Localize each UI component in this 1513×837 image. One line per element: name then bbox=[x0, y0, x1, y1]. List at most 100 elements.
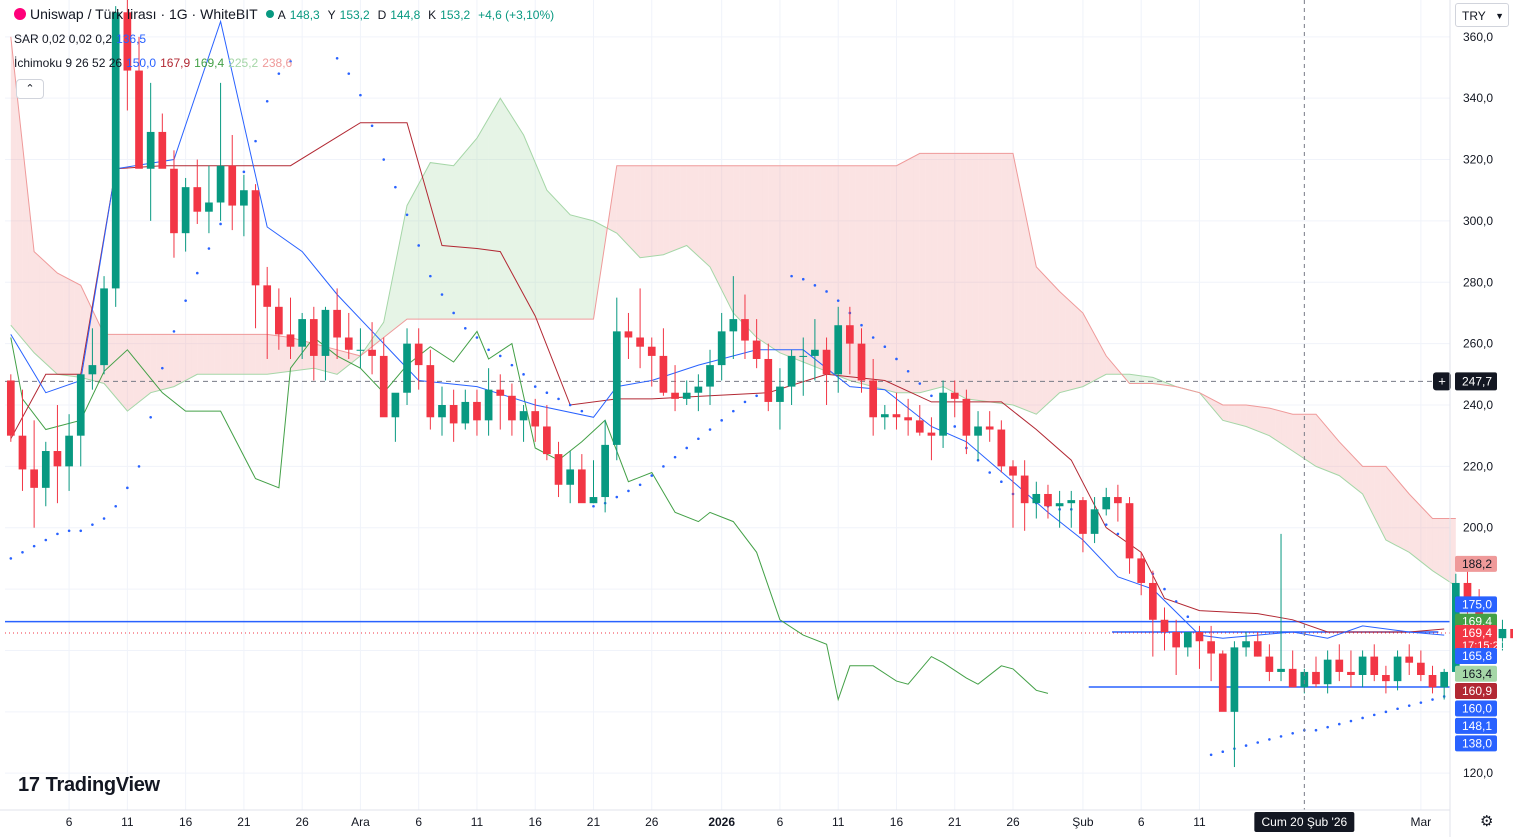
candle-body bbox=[1044, 493, 1052, 507]
cloud-segment bbox=[844, 165, 850, 381]
cloud-segment bbox=[179, 334, 186, 384]
cloud-segment bbox=[972, 153, 979, 401]
collapse-legend-button[interactable]: ⌃ bbox=[16, 79, 44, 99]
price-badge bbox=[1455, 624, 1497, 653]
time-tick-label: 26 bbox=[645, 815, 659, 829]
candle-body bbox=[904, 417, 912, 421]
cloud-segment bbox=[144, 334, 151, 398]
candle-body bbox=[857, 343, 866, 381]
crosshair-add-button bbox=[1433, 372, 1451, 391]
cloud-segment bbox=[506, 107, 512, 320]
cloud-segment bbox=[855, 165, 862, 384]
symbol-title[interactable]: Uniswap / Türk lirası · 1G · WhiteBIT bbox=[30, 6, 258, 22]
candle-body bbox=[1102, 497, 1111, 510]
price-tick-label: 340,0 bbox=[1463, 91, 1493, 105]
price-badge-label: 175,0 bbox=[1462, 597, 1492, 611]
sar-dot bbox=[697, 437, 700, 441]
cloud-segment bbox=[401, 205, 408, 324]
cloud-segment bbox=[255, 334, 262, 375]
cloud-segment bbox=[208, 334, 215, 375]
candle-body bbox=[1323, 659, 1332, 685]
sar-dot bbox=[755, 394, 758, 398]
candle-body bbox=[717, 331, 726, 366]
sar-dot bbox=[114, 504, 118, 508]
sar-dot bbox=[568, 403, 572, 407]
cloud-segment bbox=[1112, 362, 1118, 375]
candle-body bbox=[309, 319, 318, 356]
cloud-segment bbox=[651, 165, 658, 257]
candle-body bbox=[100, 288, 108, 366]
candle-body bbox=[286, 334, 295, 347]
candle-body bbox=[636, 337, 644, 347]
cloud-segment bbox=[63, 276, 70, 376]
cloud-segment bbox=[1426, 512, 1433, 571]
cloud-segment bbox=[838, 165, 845, 379]
cloud-segment bbox=[576, 216, 582, 320]
candlesticks bbox=[6, 0, 1513, 768]
price-badge-label: 148,1 bbox=[1462, 719, 1492, 733]
candle-body bbox=[473, 401, 481, 421]
sar-dot bbox=[988, 471, 991, 474]
gear-icon[interactable]: ⚙ bbox=[1480, 813, 1494, 830]
cloud-segment bbox=[1007, 153, 1014, 405]
candle-body bbox=[170, 168, 178, 234]
tradingview-mark-icon: 17 bbox=[18, 774, 40, 796]
sar-dot bbox=[79, 529, 83, 533]
candle-body bbox=[543, 426, 551, 455]
sar-dot bbox=[1431, 698, 1434, 701]
time-tick-label: 6 bbox=[66, 815, 73, 829]
candle-body bbox=[379, 355, 388, 418]
candle-body bbox=[1114, 497, 1122, 504]
cloud-segment bbox=[1240, 405, 1247, 427]
cloud-segment bbox=[1269, 408, 1276, 440]
cloud-segment bbox=[1036, 266, 1043, 415]
time-tick-label: Mar bbox=[1411, 815, 1432, 829]
currency-select[interactable]: TRY ▼ bbox=[1455, 3, 1509, 27]
cloud-segment bbox=[191, 334, 198, 378]
candle-body bbox=[158, 131, 167, 169]
sar-dot bbox=[1163, 587, 1166, 591]
sar-dot bbox=[149, 415, 152, 419]
sar-dot bbox=[1372, 713, 1376, 717]
sar-legend[interactable]: SAR 0,02 0,02 0,2 136,5 bbox=[14, 31, 150, 47]
cloud-segment bbox=[610, 165, 617, 234]
cloud-segment bbox=[739, 165, 745, 326]
cloud-segment bbox=[1024, 210, 1031, 412]
sar-dot bbox=[394, 185, 397, 189]
cloud-segment bbox=[925, 153, 932, 392]
cloud-segment bbox=[203, 334, 209, 375]
candle-body bbox=[1312, 671, 1320, 685]
price-badge-label: 169,4 bbox=[1462, 626, 1492, 640]
time-tick-label: 6 bbox=[1138, 815, 1145, 829]
tradingview-logo[interactable]: 17 TradingView bbox=[18, 774, 160, 797]
chevron-up-icon: ⌃ bbox=[25, 83, 35, 95]
cloud-segment bbox=[278, 335, 285, 373]
cloud-segment bbox=[1071, 302, 1078, 390]
cloud-segment bbox=[517, 125, 524, 320]
price-axis: 120,0 200,0 220,0 240,0 260,0 280,0 300,0 320,0… bbox=[1449, 0, 1505, 837]
price-tick-label: 360,0 bbox=[1463, 30, 1493, 44]
ichimoku-legend[interactable]: İchimoku 9 26 52 26 150,0 167,9 169,4 225,2 2… bbox=[14, 55, 296, 71]
candle-body bbox=[1172, 632, 1180, 648]
cloud-segment bbox=[1082, 312, 1089, 387]
candle-body bbox=[1242, 641, 1250, 648]
sar-dot bbox=[9, 557, 13, 560]
candle-body bbox=[1137, 558, 1146, 583]
sar-dot bbox=[743, 400, 747, 404]
candle-body bbox=[1055, 503, 1064, 507]
cloud-segment bbox=[1059, 291, 1066, 393]
cloud-segment bbox=[162, 334, 169, 390]
ichimoku-base: 167,9 bbox=[160, 56, 191, 70]
time-axis: 6 11 16 21 26 Ara 6 11 16 21 26 2026 6 11 16 21 26 Şub 6 11… bbox=[0, 809, 1450, 829]
cloud-segment bbox=[214, 334, 221, 375]
sar-dot bbox=[650, 474, 654, 477]
price-tick-label: 240,0 bbox=[1463, 398, 1493, 412]
ichimoku-cloud bbox=[10, 36, 1457, 587]
price-badge-label: 165,8 bbox=[1462, 649, 1492, 663]
cloud-segment bbox=[558, 202, 565, 320]
cloud-segment bbox=[622, 165, 629, 246]
candle-body bbox=[659, 355, 668, 393]
candle-body bbox=[612, 331, 621, 445]
sar-dot bbox=[195, 271, 199, 275]
